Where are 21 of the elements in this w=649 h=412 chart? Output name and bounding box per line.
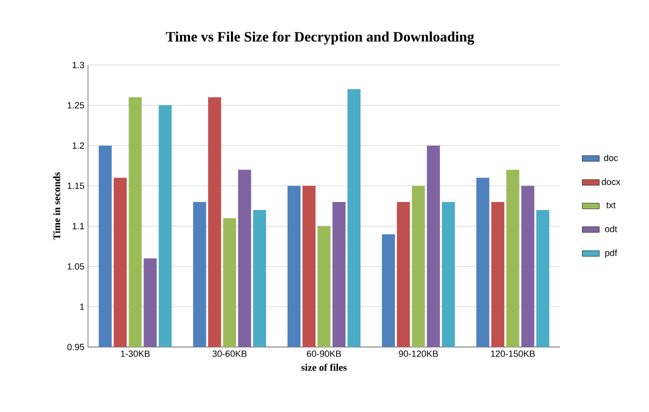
- y-tick-label: 1.2: [72, 142, 84, 149]
- legend-label: doc: [604, 154, 618, 162]
- x-tick-label: 60-90KB: [307, 350, 341, 357]
- y-tick-label: 0.95: [67, 344, 84, 350]
- y-tick-label: 1.25: [68, 102, 84, 108]
- legend-label: odt: [605, 226, 618, 232]
- x-tick-label: 1-30KB: [120, 350, 150, 357]
- y-axis-title: Time in seconds: [53, 172, 60, 240]
- legend-label: docx: [602, 178, 620, 186]
- x-tick-label: 120-150KB: [491, 350, 535, 357]
- y-tick-label: 1: [80, 304, 84, 310]
- y-tick-label: 1.3: [72, 62, 84, 68]
- x-tick-label: 30-60KB: [212, 350, 247, 357]
- legend-label: pdf: [605, 250, 618, 258]
- y-tick-label: 1.05: [68, 263, 84, 270]
- x-tick-label: 90-120KB: [398, 350, 438, 357]
- x-axis-title: size of files: [301, 364, 347, 371]
- y-tick-label: 1.15: [68, 182, 84, 189]
- y-tick-label: 1.1: [72, 223, 84, 230]
- chart-title: Time vs File Size for Decryption and Downloading: [166, 31, 474, 45]
- legend-label: txt: [606, 202, 616, 208]
